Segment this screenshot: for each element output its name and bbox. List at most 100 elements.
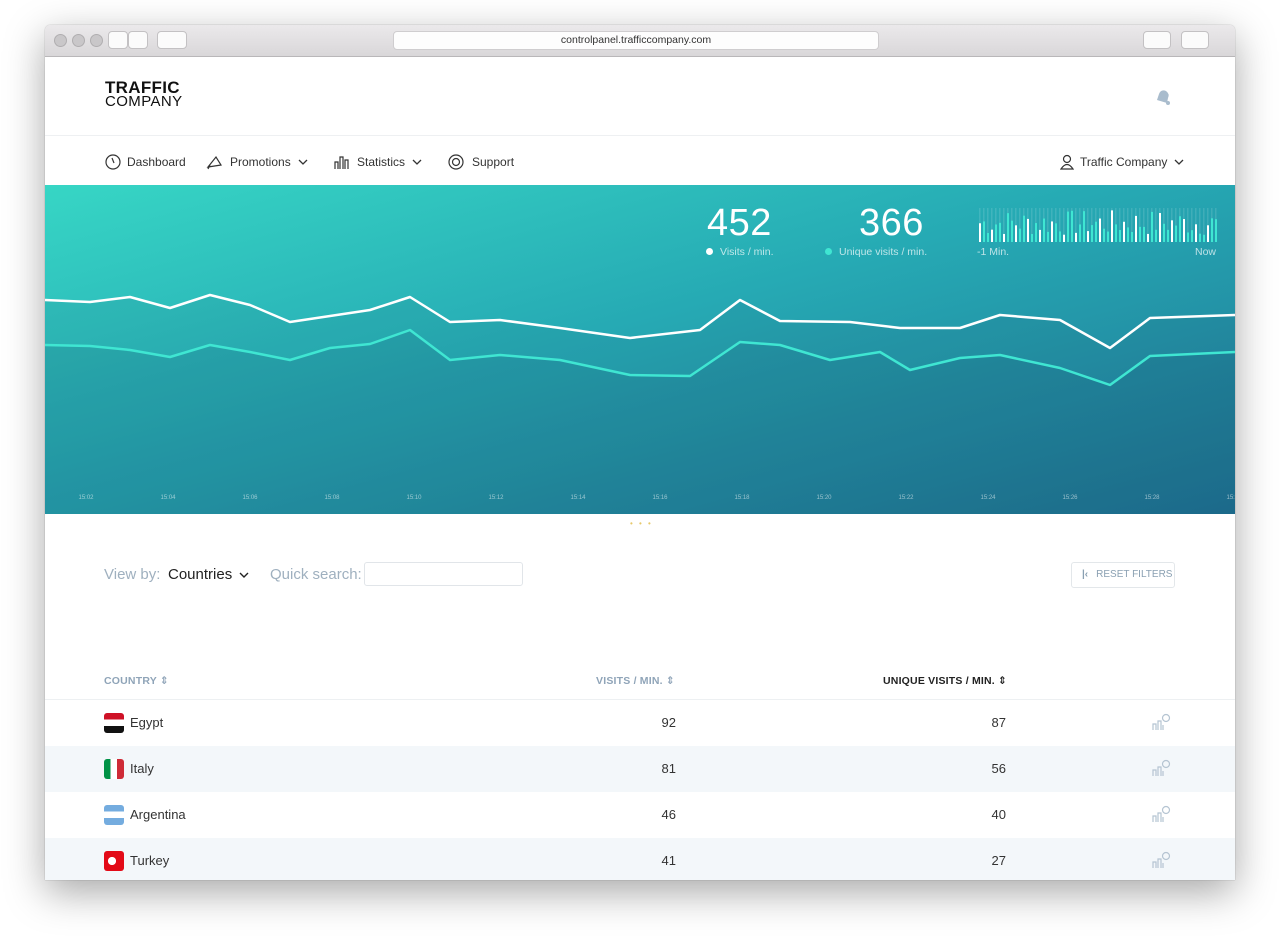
spark-bg [991, 208, 993, 242]
logo[interactable]: TRAFFIC COMPANY [105, 78, 183, 109]
spark-bg [1175, 208, 1177, 242]
nav-label: Promotions [230, 155, 291, 169]
spark-bar [1203, 234, 1205, 242]
bell-icon [1157, 90, 1169, 103]
column-header[interactable]: VISITS / MIN. ⇕ [596, 675, 675, 687]
account-name: Traffic Company [1080, 155, 1168, 169]
stats-icon [1161, 759, 1171, 769]
spark-bg [1059, 208, 1061, 242]
stats-icon [1152, 858, 1164, 868]
spark-bar [1059, 231, 1061, 242]
country-name: Argentina [130, 807, 186, 822]
x-tick-label: 15:30 [1226, 495, 1235, 501]
chevron [1174, 159, 1184, 165]
close-button[interactable] [54, 34, 67, 47]
spark-bar [1199, 233, 1201, 242]
search-input[interactable] [364, 562, 523, 586]
spark-bar [1187, 232, 1189, 242]
spark-bg [1207, 208, 1209, 242]
spark-bar [1111, 210, 1113, 242]
view-by-value: Countries [168, 566, 233, 583]
stat-label: Unique visits / min. [825, 246, 927, 258]
nav-item[interactable]: Support [448, 154, 514, 170]
x-tick-label: 15:08 [324, 495, 340, 501]
spark-bar [1051, 221, 1053, 242]
spark-bar [1139, 226, 1141, 242]
spark-bg [1131, 208, 1133, 242]
share-button[interactable] [1143, 31, 1171, 49]
table-row: Turkey 41 27 [45, 838, 1235, 880]
x-tick-label: 15:20 [816, 495, 832, 501]
zoom-button[interactable] [90, 34, 103, 47]
view-by-select[interactable]: Countries [168, 566, 250, 583]
spark-bar [1211, 218, 1213, 242]
logo-text: TRAFFIC [105, 78, 180, 97]
x-tick-label: 15:26 [1062, 495, 1078, 501]
unique-visits-value: 40 [991, 807, 1006, 822]
stats-icon [1152, 812, 1164, 822]
spark-bar [1091, 225, 1093, 242]
legend-dot [825, 248, 832, 255]
resize-handle[interactable]: • • • [630, 519, 653, 528]
x-tick-label: 15:24 [980, 495, 996, 501]
stats-button[interactable] [1151, 758, 1173, 778]
stats-button[interactable] [1151, 804, 1173, 824]
x-tick-label: 15:12 [488, 495, 504, 501]
spark-bar [1023, 215, 1025, 242]
spark-bar [1079, 224, 1081, 242]
chevron [298, 159, 308, 165]
tabs-button[interactable] [1181, 31, 1209, 49]
nav-item[interactable]: Promotions [206, 154, 309, 170]
nav-icon [334, 156, 349, 169]
spark-bar [1099, 218, 1101, 242]
minimize-button[interactable] [72, 34, 85, 47]
stats-button[interactable] [1151, 712, 1173, 732]
spark-bar [1067, 211, 1069, 242]
spark-bar [1171, 220, 1173, 242]
x-tick-label: 15:02 [78, 495, 94, 501]
spark-bar [1103, 228, 1105, 242]
spark-bg [1191, 208, 1193, 242]
spark-bg [1063, 208, 1065, 242]
back-button[interactable] [108, 31, 128, 49]
divider [45, 135, 1235, 136]
browser-window: controlpanel.trafficcompany.com TRAFFIC … [45, 25, 1235, 880]
traffic-chart: 15:02 15:04 15:06 15:08 15:10 15:12 15:14 15:16… [45, 185, 1235, 514]
reset-label: RESET FILTERS [1096, 569, 1173, 580]
column-header[interactable]: UNIQUE VISITS / MIN. ⇕ [883, 675, 1008, 687]
spark-bar [1039, 229, 1041, 242]
spark-bar [1087, 231, 1089, 242]
nav-item[interactable]: Statistics [333, 154, 423, 170]
reset-filters-button[interactable]: |‹ RESET FILTERS [1071, 562, 1175, 588]
spark-bg [1087, 208, 1089, 242]
stats-button[interactable] [1151, 850, 1173, 870]
spark-bar [1119, 229, 1121, 242]
column-header[interactable]: COUNTRY ⇕ [104, 675, 169, 687]
nav-item[interactable]: Dashboard [105, 154, 186, 170]
address-bar[interactable]: controlpanel.trafficcompany.com [393, 31, 879, 50]
spark-bar [1055, 223, 1057, 242]
column-title: COUNTRY [104, 675, 157, 687]
spark-bar [1147, 233, 1149, 242]
spark-bar [1015, 225, 1017, 242]
spark-bg [1031, 208, 1033, 242]
x-tick-label: 15:18 [734, 495, 750, 501]
spark-bar [1123, 221, 1125, 242]
account-menu[interactable]: Traffic Company [1060, 154, 1185, 170]
x-tick-label: 15:04 [160, 495, 176, 501]
x-tick-label: 15:22 [898, 495, 914, 501]
divider [45, 699, 1235, 700]
spark-bar [1183, 219, 1185, 242]
spark-bar [987, 232, 989, 242]
spark-bar [1007, 213, 1009, 242]
spark-bar [1071, 210, 1073, 242]
forward-button[interactable] [128, 31, 148, 49]
table-row: Italy 81 56 [45, 746, 1235, 792]
sidebar-button[interactable] [157, 31, 187, 49]
notification-bell[interactable] [1153, 87, 1173, 107]
spark-bar [1095, 221, 1097, 242]
country-name: Turkey [130, 853, 170, 868]
area [45, 295, 1235, 514]
spark-bg [1187, 208, 1189, 242]
